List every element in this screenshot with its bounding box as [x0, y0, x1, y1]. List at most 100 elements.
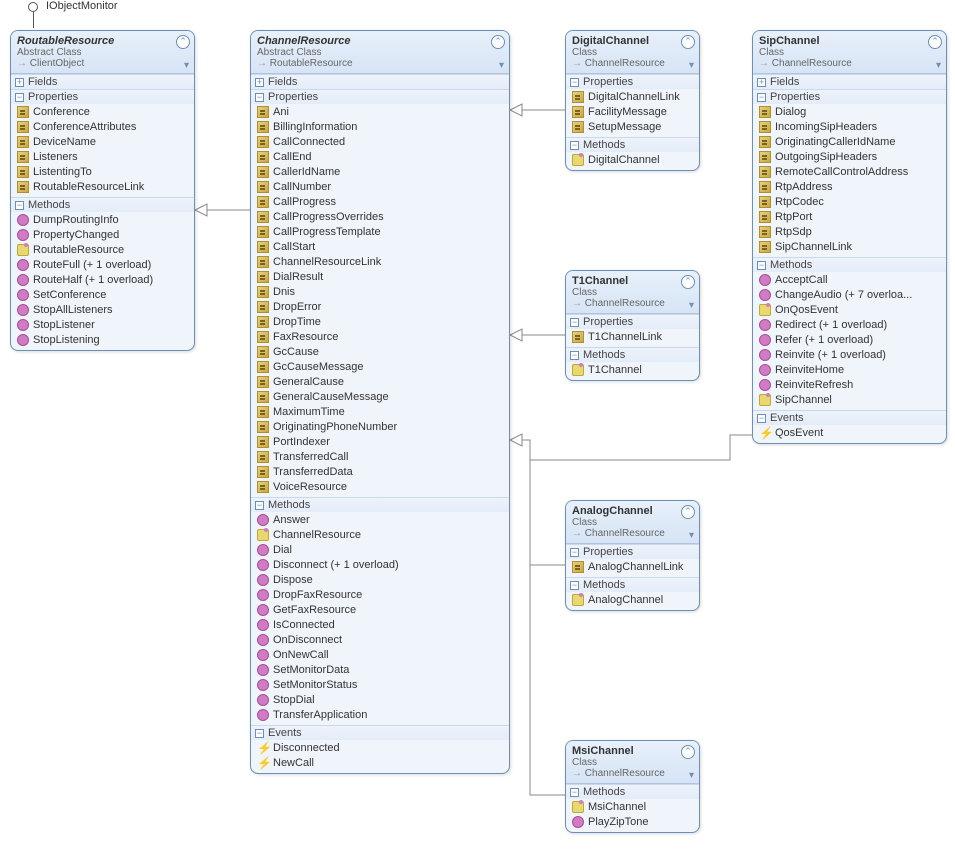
- expand-icon[interactable]: −: [570, 318, 579, 327]
- member-item[interactable]: ListentingTo: [11, 165, 194, 180]
- member-item[interactable]: OutgoingSipHeaders: [753, 150, 946, 165]
- class-box-t1[interactable]: T1ChannelClassChannelResource⌃▾−Properti…: [565, 270, 700, 381]
- filter-icon[interactable]: ▾: [499, 60, 504, 71]
- expand-icon[interactable]: −: [15, 201, 24, 210]
- member-item[interactable]: VoiceResource: [251, 480, 509, 495]
- expand-icon[interactable]: −: [757, 261, 766, 270]
- member-item[interactable]: RouteHalf (+ 1 overload): [11, 273, 194, 288]
- class-header[interactable]: RoutableResourceAbstract ClassClientObje…: [11, 31, 194, 74]
- expand-icon[interactable]: +: [757, 78, 766, 87]
- member-item[interactable]: PlayZipTone: [566, 815, 699, 830]
- member-item[interactable]: RoutableResourceLink: [11, 180, 194, 195]
- member-item[interactable]: Reinvite (+ 1 overload): [753, 348, 946, 363]
- member-item[interactable]: GcCauseMessage: [251, 360, 509, 375]
- class-box-msi[interactable]: MsiChannelClassChannelResource⌃▾−Methods…: [565, 740, 700, 833]
- section-header[interactable]: −Methods: [753, 258, 946, 272]
- member-item[interactable]: ⚡Disconnected: [251, 741, 509, 756]
- member-item[interactable]: SetupMessage: [566, 120, 699, 135]
- member-item[interactable]: GeneralCauseMessage: [251, 390, 509, 405]
- expand-icon[interactable]: −: [255, 501, 264, 510]
- member-item[interactable]: CallerIdName: [251, 165, 509, 180]
- member-item[interactable]: ConferenceAttributes: [11, 120, 194, 135]
- member-item[interactable]: Dispose: [251, 573, 509, 588]
- class-box-analog[interactable]: AnalogChannelClassChannelResource⌃▾−Prop…: [565, 500, 700, 611]
- member-item[interactable]: TransferredCall: [251, 450, 509, 465]
- member-item[interactable]: RtpAddress: [753, 180, 946, 195]
- member-item[interactable]: ChannelResource: [251, 528, 509, 543]
- member-item[interactable]: TransferredData: [251, 465, 509, 480]
- member-item[interactable]: SipChannelLink: [753, 240, 946, 255]
- member-item[interactable]: PropertyChanged: [11, 228, 194, 243]
- class-header[interactable]: ChannelResourceAbstract ClassRoutableRes…: [251, 31, 509, 74]
- member-item[interactable]: StopListening: [11, 333, 194, 348]
- member-item[interactable]: DigitalChannel: [566, 153, 699, 168]
- section-header[interactable]: +Fields: [251, 75, 509, 89]
- filter-icon[interactable]: ▾: [689, 530, 694, 541]
- collapse-icon[interactable]: ⌃: [928, 35, 942, 49]
- expand-icon[interactable]: −: [570, 788, 579, 797]
- member-item[interactable]: RtpPort: [753, 210, 946, 225]
- member-item[interactable]: StopDial: [251, 693, 509, 708]
- collapse-icon[interactable]: ⌃: [491, 35, 505, 49]
- expand-icon[interactable]: −: [757, 93, 766, 102]
- expand-icon[interactable]: −: [570, 351, 579, 360]
- section-header[interactable]: −Methods: [566, 138, 699, 152]
- member-item[interactable]: Answer: [251, 513, 509, 528]
- expand-icon[interactable]: +: [255, 78, 264, 87]
- expand-icon[interactable]: −: [757, 414, 766, 423]
- member-item[interactable]: FaxResource: [251, 330, 509, 345]
- member-item[interactable]: GeneralCause: [251, 375, 509, 390]
- section-header[interactable]: −Methods: [566, 578, 699, 592]
- member-item[interactable]: T1ChannelLink: [566, 330, 699, 345]
- member-item[interactable]: FacilityMessage: [566, 105, 699, 120]
- member-item[interactable]: T1Channel: [566, 363, 699, 378]
- class-box-channel[interactable]: ChannelResourceAbstract ClassRoutableRes…: [250, 30, 510, 774]
- member-item[interactable]: CallNumber: [251, 180, 509, 195]
- filter-icon[interactable]: ▾: [689, 770, 694, 781]
- member-item[interactable]: BillingInformation: [251, 120, 509, 135]
- filter-icon[interactable]: ▾: [689, 300, 694, 311]
- collapse-icon[interactable]: ⌃: [681, 505, 695, 519]
- member-item[interactable]: ⚡NewCall: [251, 756, 509, 771]
- class-header[interactable]: SipChannelClassChannelResource⌃▾: [753, 31, 946, 74]
- class-box-digital[interactable]: DigitalChannelClassChannelResource⌃▾−Pro…: [565, 30, 700, 171]
- member-item[interactable]: Refer (+ 1 overload): [753, 333, 946, 348]
- section-header[interactable]: +Fields: [753, 75, 946, 89]
- expand-icon[interactable]: −: [255, 93, 264, 102]
- expand-icon[interactable]: −: [255, 729, 264, 738]
- member-item[interactable]: ReinviteHome: [753, 363, 946, 378]
- member-item[interactable]: AnalogChannelLink: [566, 560, 699, 575]
- member-item[interactable]: AcceptCall: [753, 273, 946, 288]
- class-box-routable[interactable]: RoutableResourceAbstract ClassClientObje…: [10, 30, 195, 351]
- member-item[interactable]: RtpSdp: [753, 225, 946, 240]
- filter-icon[interactable]: ▾: [689, 60, 694, 71]
- member-item[interactable]: ChannelResourceLink: [251, 255, 509, 270]
- member-item[interactable]: CallConnected: [251, 135, 509, 150]
- member-item[interactable]: ChangeAudio (+ 7 overloa...: [753, 288, 946, 303]
- member-item[interactable]: RemoteCallControlAddress: [753, 165, 946, 180]
- section-header[interactable]: −Properties: [566, 315, 699, 329]
- member-item[interactable]: AnalogChannel: [566, 593, 699, 608]
- section-header[interactable]: +Fields: [11, 75, 194, 89]
- filter-icon[interactable]: ▾: [936, 60, 941, 71]
- section-header[interactable]: −Methods: [251, 498, 509, 512]
- expand-icon[interactable]: −: [570, 141, 579, 150]
- member-item[interactable]: MaximumTime: [251, 405, 509, 420]
- member-item[interactable]: Disconnect (+ 1 overload): [251, 558, 509, 573]
- member-item[interactable]: SetMonitorStatus: [251, 678, 509, 693]
- member-item[interactable]: CallProgressOverrides: [251, 210, 509, 225]
- expand-icon[interactable]: −: [15, 93, 24, 102]
- member-item[interactable]: Listeners: [11, 150, 194, 165]
- class-header[interactable]: DigitalChannelClassChannelResource⌃▾: [566, 31, 699, 74]
- member-item[interactable]: PortIndexer: [251, 435, 509, 450]
- section-header[interactable]: −Properties: [753, 90, 946, 104]
- member-item[interactable]: StopAllListeners: [11, 303, 194, 318]
- member-item[interactable]: OnDisconnect: [251, 633, 509, 648]
- member-item[interactable]: CallProgressTemplate: [251, 225, 509, 240]
- member-item[interactable]: OnNewCall: [251, 648, 509, 663]
- member-item[interactable]: SetConference: [11, 288, 194, 303]
- section-header[interactable]: −Events: [251, 726, 509, 740]
- member-item[interactable]: DropTime: [251, 315, 509, 330]
- section-header[interactable]: −Properties: [251, 90, 509, 104]
- expand-icon[interactable]: +: [15, 78, 24, 87]
